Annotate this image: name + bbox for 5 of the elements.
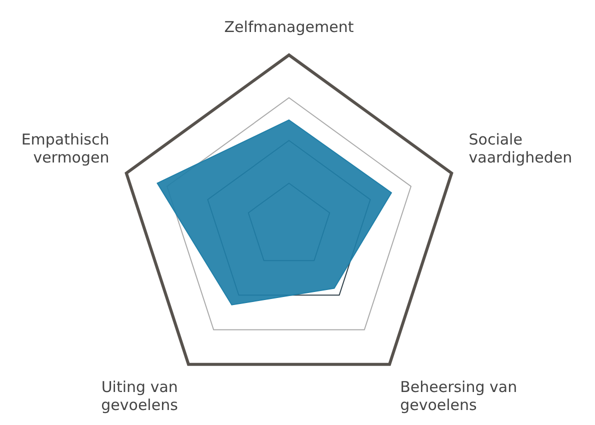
spoke-label: Beheersing van gevoelens — [400, 378, 518, 414]
spoke-label: Sociale vaardigheden — [468, 130, 572, 166]
spoke-label: Empathisch vermogen — [21, 130, 110, 166]
spoke-label: Zelfmanagement — [224, 18, 354, 36]
spoke-label: Uiting van gevoelens — [101, 378, 178, 414]
